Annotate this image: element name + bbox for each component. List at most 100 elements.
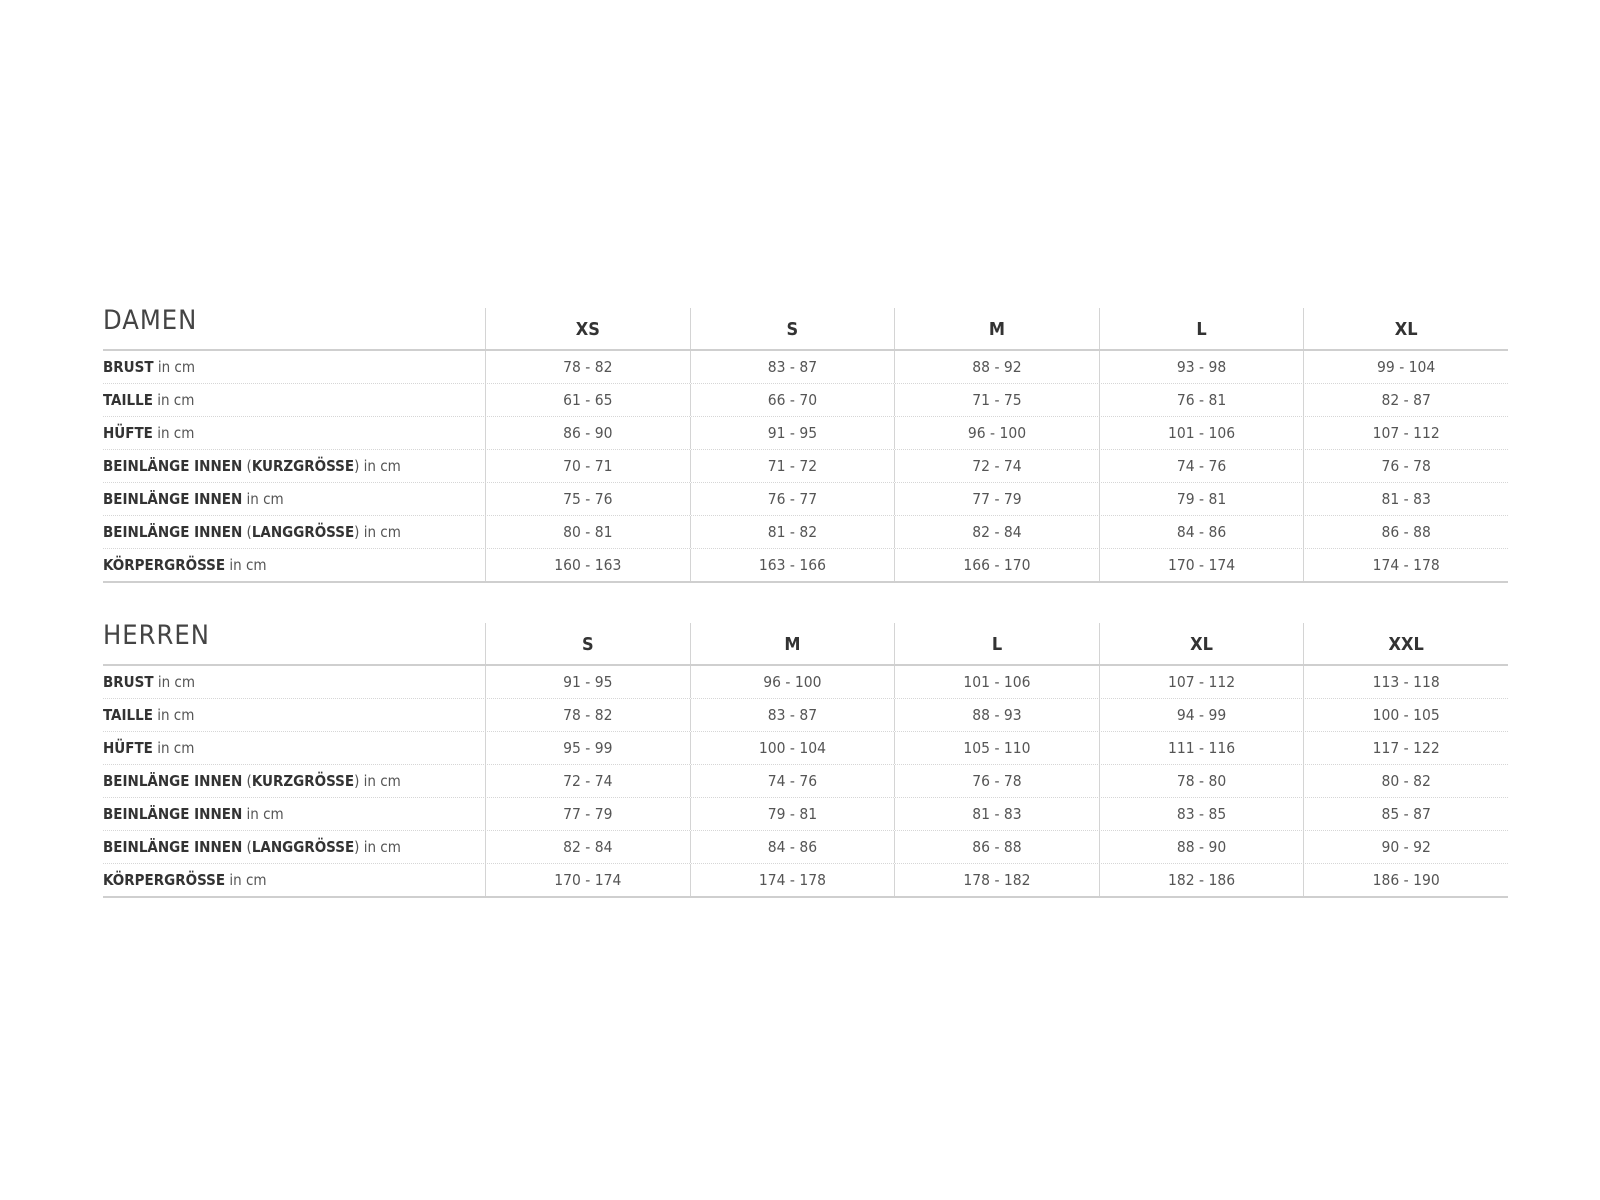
table-cell: 74 - 76 bbox=[1098, 450, 1304, 482]
size-table-herren: HERREN S M L XL XXL BRUST in cm 91 - 95 96 - 100… bbox=[103, 620, 1508, 898]
table-row: BEINLÄNGE INNEN (LANGGRÖSSE) in cm 80 - 8… bbox=[103, 516, 1508, 549]
table-cell: 71 - 75 bbox=[894, 384, 1099, 416]
row-label-unit: ) in cm bbox=[354, 772, 401, 790]
table-cell: 90 - 92 bbox=[1303, 831, 1508, 863]
row-label: BEINLÄNGE INNEN (LANGGRÖSSE) in cm bbox=[103, 831, 485, 863]
table-cell: 76 - 78 bbox=[1303, 450, 1508, 482]
size-column-header: XL bbox=[1098, 623, 1304, 664]
size-column-header: XS bbox=[485, 308, 690, 349]
size-column-header: S bbox=[485, 623, 690, 664]
table-cell: 76 - 81 bbox=[1098, 384, 1304, 416]
table-row: TAILLE in cm 78 - 82 83 - 87 88 - 93 94 - 99… bbox=[103, 699, 1508, 732]
table-body: BRUST in cm 91 - 95 96 - 100 101 - 106 107 -… bbox=[103, 666, 1508, 898]
table-cell: 160 - 163 bbox=[485, 549, 690, 581]
table-cell: 70 - 71 bbox=[485, 450, 690, 482]
size-column-header: S bbox=[689, 308, 895, 349]
table-title: DAMEN bbox=[103, 305, 198, 336]
row-label: KÖRPERGRÖSSE in cm bbox=[103, 864, 485, 896]
table-cell: 163 - 166 bbox=[689, 549, 895, 581]
table-cell: 101 - 106 bbox=[1098, 417, 1304, 449]
table-row: BEINLÄNGE INNEN in cm 77 - 79 79 - 81 81 - … bbox=[103, 798, 1508, 831]
table-cell: 72 - 74 bbox=[485, 765, 690, 797]
size-column-header: XXL bbox=[1303, 623, 1508, 664]
table-cell: 83 - 85 bbox=[1098, 798, 1304, 830]
table-cell: 81 - 83 bbox=[1303, 483, 1508, 515]
row-label-bold: BEINLÄNGE INNEN bbox=[103, 523, 243, 541]
row-label: BEINLÄNGE INNEN in cm bbox=[103, 798, 485, 830]
row-label: HÜFTE in cm bbox=[103, 417, 485, 449]
table-cell: 91 - 95 bbox=[485, 666, 690, 698]
row-label-unit: ( bbox=[242, 523, 252, 541]
table-cell: 107 - 112 bbox=[1303, 417, 1508, 449]
table-title: HERREN bbox=[103, 620, 210, 651]
row-label-unit: in cm bbox=[225, 871, 267, 889]
row-label-bold: BEINLÄNGE INNEN bbox=[103, 805, 243, 823]
table-cell: 61 - 65 bbox=[485, 384, 690, 416]
table-cell: 74 - 76 bbox=[689, 765, 895, 797]
row-label: BRUST in cm bbox=[103, 666, 485, 698]
table-cell: 80 - 82 bbox=[1303, 765, 1508, 797]
row-label-bold: KÖRPERGRÖSSE bbox=[103, 556, 226, 574]
row-label-bold: BEINLÄNGE INNEN bbox=[103, 490, 243, 508]
row-label-unit: in cm bbox=[153, 673, 196, 691]
table-cell: 76 - 78 bbox=[894, 765, 1099, 797]
table-cell: 113 - 118 bbox=[1303, 666, 1508, 698]
table-cell: 186 - 190 bbox=[1303, 864, 1508, 896]
table-cell: 174 - 178 bbox=[689, 864, 895, 896]
table-row: BEINLÄNGE INNEN (LANGGRÖSSE) in cm 82 - 8… bbox=[103, 831, 1508, 864]
table-cell: 91 - 95 bbox=[689, 417, 895, 449]
table-cell: 170 - 174 bbox=[485, 864, 690, 896]
row-label: BEINLÄNGE INNEN in cm bbox=[103, 483, 485, 515]
row-label-unit: in cm bbox=[242, 490, 284, 508]
table-header: HERREN S M L XL XXL bbox=[103, 620, 1508, 666]
table-cell: 78 - 82 bbox=[485, 699, 690, 731]
table-header: DAMEN XS S M L XL bbox=[103, 305, 1508, 351]
table-cell: 75 - 76 bbox=[485, 483, 690, 515]
table-cell: 95 - 99 bbox=[485, 732, 690, 764]
table-cell: 178 - 182 bbox=[894, 864, 1099, 896]
table-row: BEINLÄNGE INNEN (KURZGRÖSSE) in cm 70 - 7… bbox=[103, 450, 1508, 483]
row-label: HÜFTE in cm bbox=[103, 732, 485, 764]
row-label: BRUST in cm bbox=[103, 351, 485, 383]
size-column-header: M bbox=[689, 623, 895, 664]
row-label-bold: HÜFTE bbox=[103, 739, 153, 757]
table-cell: 111 - 116 bbox=[1098, 732, 1304, 764]
table-cell: 88 - 93 bbox=[894, 699, 1099, 731]
table-cell: 82 - 84 bbox=[485, 831, 690, 863]
row-label-unit: ( bbox=[242, 457, 252, 475]
row-label-unit: ( bbox=[242, 772, 252, 790]
table-cell: 77 - 79 bbox=[485, 798, 690, 830]
row-label-unit: ( bbox=[242, 838, 252, 856]
table-cell: 117 - 122 bbox=[1303, 732, 1508, 764]
size-column-header: L bbox=[894, 623, 1099, 664]
table-cell: 78 - 82 bbox=[485, 351, 690, 383]
table-cell: 86 - 88 bbox=[1303, 516, 1508, 548]
table-cell: 84 - 86 bbox=[1098, 516, 1304, 548]
table-cell: 79 - 81 bbox=[1098, 483, 1304, 515]
table-body: BRUST in cm 78 - 82 83 - 87 88 - 92 93 - 98 9… bbox=[103, 351, 1508, 583]
row-label: TAILLE in cm bbox=[103, 699, 485, 731]
row-label-bold: KÖRPERGRÖSSE bbox=[103, 871, 226, 889]
row-label-unit: ) in cm bbox=[354, 523, 401, 541]
table-cell: 81 - 83 bbox=[894, 798, 1099, 830]
table-cell: 174 - 178 bbox=[1303, 549, 1508, 581]
table-row: BEINLÄNGE INNEN (KURZGRÖSSE) in cm 72 - 7… bbox=[103, 765, 1508, 798]
table-row: TAILLE in cm 61 - 65 66 - 70 71 - 75 76 - 81… bbox=[103, 384, 1508, 417]
table-cell: 72 - 74 bbox=[894, 450, 1099, 482]
table-row: KÖRPERGRÖSSE in cm 170 - 174 174 - 178 178 … bbox=[103, 864, 1508, 898]
table-cell: 66 - 70 bbox=[689, 384, 895, 416]
table-cell: 94 - 99 bbox=[1098, 699, 1304, 731]
row-label-unit: in cm bbox=[152, 739, 195, 757]
table-cell: 77 - 79 bbox=[894, 483, 1099, 515]
table-cell: 82 - 87 bbox=[1303, 384, 1508, 416]
table-cell: 166 - 170 bbox=[894, 549, 1099, 581]
table-cell: 82 - 84 bbox=[894, 516, 1099, 548]
row-label-bold: TAILLE bbox=[103, 706, 153, 724]
table-row: KÖRPERGRÖSSE in cm 160 - 163 163 - 166 166 … bbox=[103, 549, 1508, 583]
row-label-unit: in cm bbox=[152, 424, 195, 442]
row-label-unit: ) in cm bbox=[354, 457, 401, 475]
table-row: HÜFTE in cm 86 - 90 91 - 95 96 - 100 101 - 1… bbox=[103, 417, 1508, 450]
table-cell: 101 - 106 bbox=[894, 666, 1099, 698]
row-label-unit: in cm bbox=[242, 805, 284, 823]
row-label: BEINLÄNGE INNEN (KURZGRÖSSE) in cm bbox=[103, 450, 485, 482]
